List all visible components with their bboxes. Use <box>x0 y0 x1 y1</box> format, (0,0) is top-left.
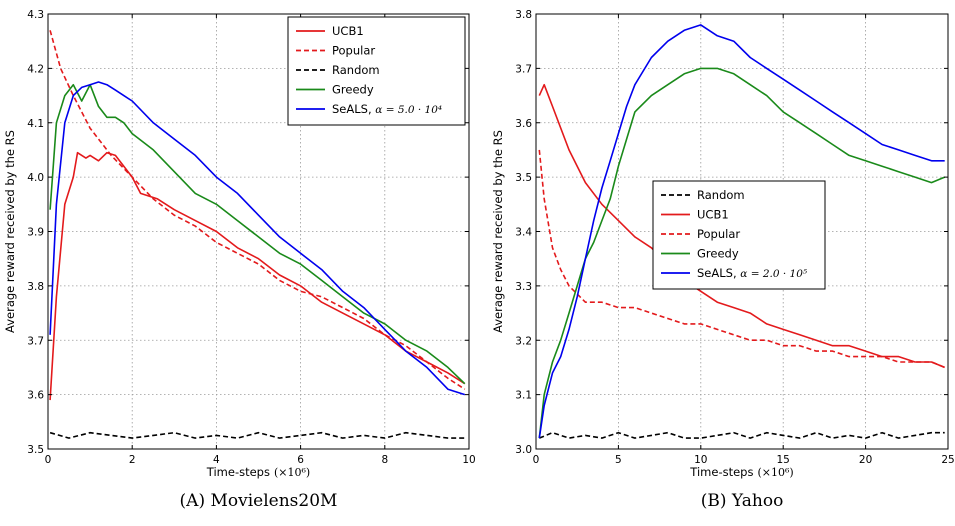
x-axis-label-unit: (×10⁶) <box>274 466 310 479</box>
legend-label-name: UCB1 <box>697 208 729 222</box>
x-tick-label: 8 <box>381 454 388 466</box>
chart-movielens: 0 2 4 6 8 10 3.5 3.6 3.7 3.8 3.9 4.0 4.1 4.2 4.3 Time-s… <box>3 9 476 511</box>
x-tick-label: 5 <box>615 454 622 466</box>
x-tick-label: 2 <box>129 454 136 466</box>
legend-label-name: Random <box>697 188 745 202</box>
y-tick-label: 3.5 <box>27 444 44 456</box>
legend-label-popular: Popular <box>332 44 375 58</box>
x-axis-label-unit: (×10⁶) <box>757 466 793 479</box>
y-tick-label: 3.8 <box>515 9 532 21</box>
series-group <box>49 30 466 439</box>
y-tick-label: 4.2 <box>27 63 44 75</box>
y-tick-label: 4.0 <box>27 172 44 184</box>
series-group <box>538 24 946 439</box>
series-line-ucb1 <box>49 151 466 401</box>
x-tick-label: 10 <box>462 454 475 466</box>
x-tick-label: 6 <box>297 454 304 466</box>
x-axis-label: Time-steps (×10⁶) <box>206 465 310 479</box>
figure-caption: (A) Movielens20M <box>180 491 338 511</box>
y-axis-label: Average reward received by the RS <box>491 130 505 333</box>
legend-box <box>287 16 466 126</box>
legend-label-name: Greedy <box>697 247 739 261</box>
legend-label-ucb1: UCB1 <box>332 24 364 38</box>
series-line-random <box>49 431 465 439</box>
legend-box <box>652 180 826 290</box>
series-line-greedy <box>49 83 466 385</box>
y-axis-label: Average reward received by the RS <box>3 130 17 333</box>
x-tick-label: 0 <box>533 454 540 466</box>
series-line-ucb1 <box>538 83 946 369</box>
y-tick-label: 3.2 <box>515 335 532 347</box>
x-tick-label: 25 <box>941 454 954 466</box>
series-line-greedy <box>538 67 946 439</box>
legend-label-random: Random <box>697 188 745 202</box>
y-tick-label: 3.0 <box>515 444 532 456</box>
legend-label-name: Random <box>332 63 380 77</box>
y-tick-label: 3.1 <box>515 390 532 402</box>
legend-label-seals: SeALS, α = 5.0 · 10⁴ <box>332 102 442 116</box>
x-tick-label: 0 <box>45 454 52 466</box>
y-tick-label: 3.4 <box>515 227 532 239</box>
y-tick-label: 3.8 <box>27 281 44 293</box>
legend-label-seals: SeALS, α = 2.0 · 10⁵ <box>697 266 808 280</box>
legend-params: α = 2.0 · 10⁵ <box>740 268 808 280</box>
legend-label-name: Popular <box>697 227 740 241</box>
series-line-popular <box>538 149 946 369</box>
series-line-seals <box>538 24 945 439</box>
x-tick-label: 15 <box>777 454 790 466</box>
figure-caption: (B) Yahoo <box>701 491 784 511</box>
legend-label-greedy: Greedy <box>697 247 739 261</box>
x-axis-label: Time-steps (×10⁶) <box>689 465 793 479</box>
x-tick-label: 10 <box>694 454 707 466</box>
y-tick-label: 3.7 <box>27 335 44 347</box>
legend-label-name: UCB1 <box>332 24 364 38</box>
legend-label-random: Random <box>332 63 380 77</box>
y-tick-label: 3.6 <box>27 390 44 402</box>
y-tick-label: 3.3 <box>515 281 532 293</box>
legend: UCB1 Popular Random Greedy SeALS, α = 5.0 · … <box>287 16 466 126</box>
y-tick-label: 4.3 <box>27 9 44 21</box>
y-tick-label: 3.6 <box>515 118 532 130</box>
y-tick-label: 4.1 <box>27 118 44 130</box>
legend-label-name: Greedy <box>332 83 374 97</box>
y-tick-label: 3.7 <box>515 63 532 75</box>
y-tick-label: 3.9 <box>27 227 44 239</box>
legend-label-name: SeALS, <box>697 266 740 280</box>
legend-label-ucb1: UCB1 <box>697 208 729 222</box>
chart-yahoo: 0 5 10 15 20 25 3.0 3.1 3.2 3.3 3.4 3.5 3.6 3.7 3.8 Tim… <box>491 9 955 511</box>
x-axis-label-text: Time-steps <box>689 465 753 479</box>
legend-label-name: Popular <box>332 44 375 58</box>
legend-label-popular: Popular <box>697 227 740 241</box>
legend: Random UCB1 Popular Greedy SeALS, α = 2.0 · … <box>652 180 826 290</box>
x-tick-label: 20 <box>859 454 872 466</box>
legend-label-name: SeALS, <box>332 102 375 116</box>
series-line-seals <box>49 81 466 396</box>
legend-label-greedy: Greedy <box>332 83 374 97</box>
legend-params: α = 5.0 · 10⁴ <box>375 104 442 116</box>
series-line-random <box>538 431 945 439</box>
x-tick-label: 4 <box>213 454 220 466</box>
y-tick-label: 3.5 <box>515 172 532 184</box>
x-axis-label-text: Time-steps <box>206 465 270 479</box>
